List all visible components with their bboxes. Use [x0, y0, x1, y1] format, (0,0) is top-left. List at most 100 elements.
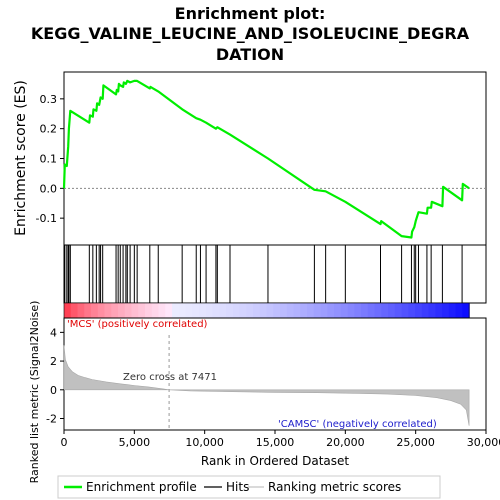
rank-color-segment — [408, 303, 416, 318]
rank-color-segment — [428, 303, 436, 318]
rank-color-segment — [205, 303, 214, 318]
rank-color-segment — [158, 303, 166, 318]
x-axis: 0 5,000 10,000 15,000 20,000 25,000 30,000 — [61, 430, 500, 449]
es-axis-label: Enrichment score (ES) — [13, 80, 29, 236]
rank-color-bar — [63, 302, 470, 319]
enrichment-profile-line — [62, 79, 470, 239]
hits-panel — [63, 244, 487, 304]
rank-color-segment — [280, 303, 288, 318]
es-y-tick-label: 0.1 — [40, 153, 58, 166]
zero-cross-label: Zero cross at 7471 — [123, 372, 217, 383]
rank-color-segment — [118, 303, 126, 318]
rank-color-segment — [64, 303, 72, 318]
x-tick-label: 25,000 — [396, 436, 435, 449]
x-axis-label: Rank in Ordered Dataset — [201, 454, 349, 468]
rank-color-segment — [300, 303, 308, 318]
rank-color-segment — [394, 303, 403, 318]
rank-color-segment — [462, 303, 470, 318]
rank-color-segment — [219, 303, 227, 318]
plot-title-line2: KEGG_VALINE_LEUCINE_AND_ISOLEUCINE_DEGRA — [31, 24, 470, 43]
metric-panel: -2 0 2 4 'MCS' (positively correlated) 'CAM… — [46, 317, 487, 431]
rank-color-segment — [388, 303, 396, 318]
rank-color-segment — [131, 303, 139, 318]
enrichment-profile-path — [62, 79, 470, 239]
x-tick-label: 5,000 — [119, 436, 151, 449]
es-y-axis: -0.1 0.0 0.1 0.2 0.3 — [36, 93, 64, 225]
positive-correlation-label: 'MCS' (positively correlated) — [67, 319, 208, 330]
rank-color-segment — [421, 303, 430, 318]
es-y-tick-label: 0.0 — [40, 182, 58, 195]
rank-color-segment — [354, 303, 362, 318]
rank-color-segment — [347, 303, 355, 318]
rank-color-segment — [111, 303, 119, 318]
metric-y-tick-label: 0 — [50, 384, 57, 397]
ranking-metric-area — [63, 345, 470, 426]
rank-color-segment — [199, 303, 207, 318]
rank-color-segment — [455, 303, 463, 318]
rank-color-segment — [192, 303, 200, 318]
metric-y-tick-label: 4 — [50, 326, 57, 339]
rank-color-segment — [327, 303, 335, 318]
rank-color-segment — [145, 303, 153, 318]
es-y-tick-label: 0.3 — [40, 93, 58, 106]
rank-color-segment — [266, 303, 274, 318]
rank-color-segment — [172, 303, 180, 318]
negative-correlation-label: 'CAMSC' (negatively correlated) — [278, 419, 437, 430]
metric-y-tick-label: -2 — [46, 413, 57, 426]
rank-color-segment — [448, 303, 457, 318]
rank-color-segment — [70, 303, 79, 318]
rank-color-segment — [165, 303, 173, 318]
rank-color-segment — [138, 303, 146, 318]
metric-y-axis: -2 0 2 4 — [46, 326, 64, 426]
es-panel-frame — [63, 71, 487, 246]
rank-color-segment — [212, 303, 220, 318]
rank-color-segment — [253, 303, 261, 318]
rank-color-segment — [381, 303, 389, 318]
rank-color-segment — [415, 303, 423, 318]
rank-color-segment — [361, 303, 369, 318]
es-y-tick-label: 0.2 — [40, 123, 58, 136]
rank-color-segment — [185, 303, 193, 318]
rank-color-segment — [340, 303, 349, 318]
rank-color-segment — [246, 303, 254, 318]
es-y-tick-label: -0.1 — [36, 212, 57, 225]
x-tick-label: 20,000 — [326, 436, 365, 449]
rank-color-segment — [286, 303, 295, 318]
plot-title-line1: Enrichment plot: — [175, 4, 326, 23]
rank-color-segment — [239, 303, 247, 318]
legend: Enrichment profile Hits Ranking metric s… — [57, 475, 441, 499]
rank-color-segment — [307, 303, 315, 318]
x-tick-label: 10,000 — [185, 436, 224, 449]
rank-color-segment — [367, 303, 376, 318]
rank-color-segment — [435, 303, 443, 318]
rank-color-segment — [273, 303, 281, 318]
rank-color-segment — [91, 303, 99, 318]
rank-color-segment — [226, 303, 234, 318]
rank-color-segment — [124, 303, 133, 318]
rank-color-segment — [401, 303, 409, 318]
rank-color-segment — [104, 303, 112, 318]
rank-color-segment — [374, 303, 382, 318]
rank-color-segment — [151, 303, 160, 318]
rank-color-segment — [84, 303, 92, 318]
rank-color-segment — [97, 303, 106, 318]
rank-color-segment — [320, 303, 328, 318]
legend-metric-label: Ranking metric scores — [268, 480, 401, 494]
hits-markers — [64, 245, 463, 303]
legend-hits-label: Hits — [226, 480, 249, 494]
rank-color-segment — [334, 303, 342, 318]
rank-color-segment — [178, 303, 187, 318]
legend-enrichment-label: Enrichment profile — [86, 480, 197, 494]
metric-axis-label: Ranked list metric (Signal2Noise) — [28, 301, 41, 484]
rank-color-segment — [77, 303, 85, 318]
rank-color-segment — [442, 303, 450, 318]
rank-color-segment — [259, 303, 268, 318]
x-tick-label: 30,000 — [467, 436, 500, 449]
rank-color-segment — [293, 303, 301, 318]
ranking-metric-fill — [63, 345, 470, 426]
rank-color-segment — [232, 303, 241, 318]
es-panel: -0.1 0.0 0.1 0.2 0.3 — [36, 71, 487, 246]
metric-y-tick-label: 2 — [50, 355, 57, 368]
x-tick-label: 0 — [61, 436, 68, 449]
